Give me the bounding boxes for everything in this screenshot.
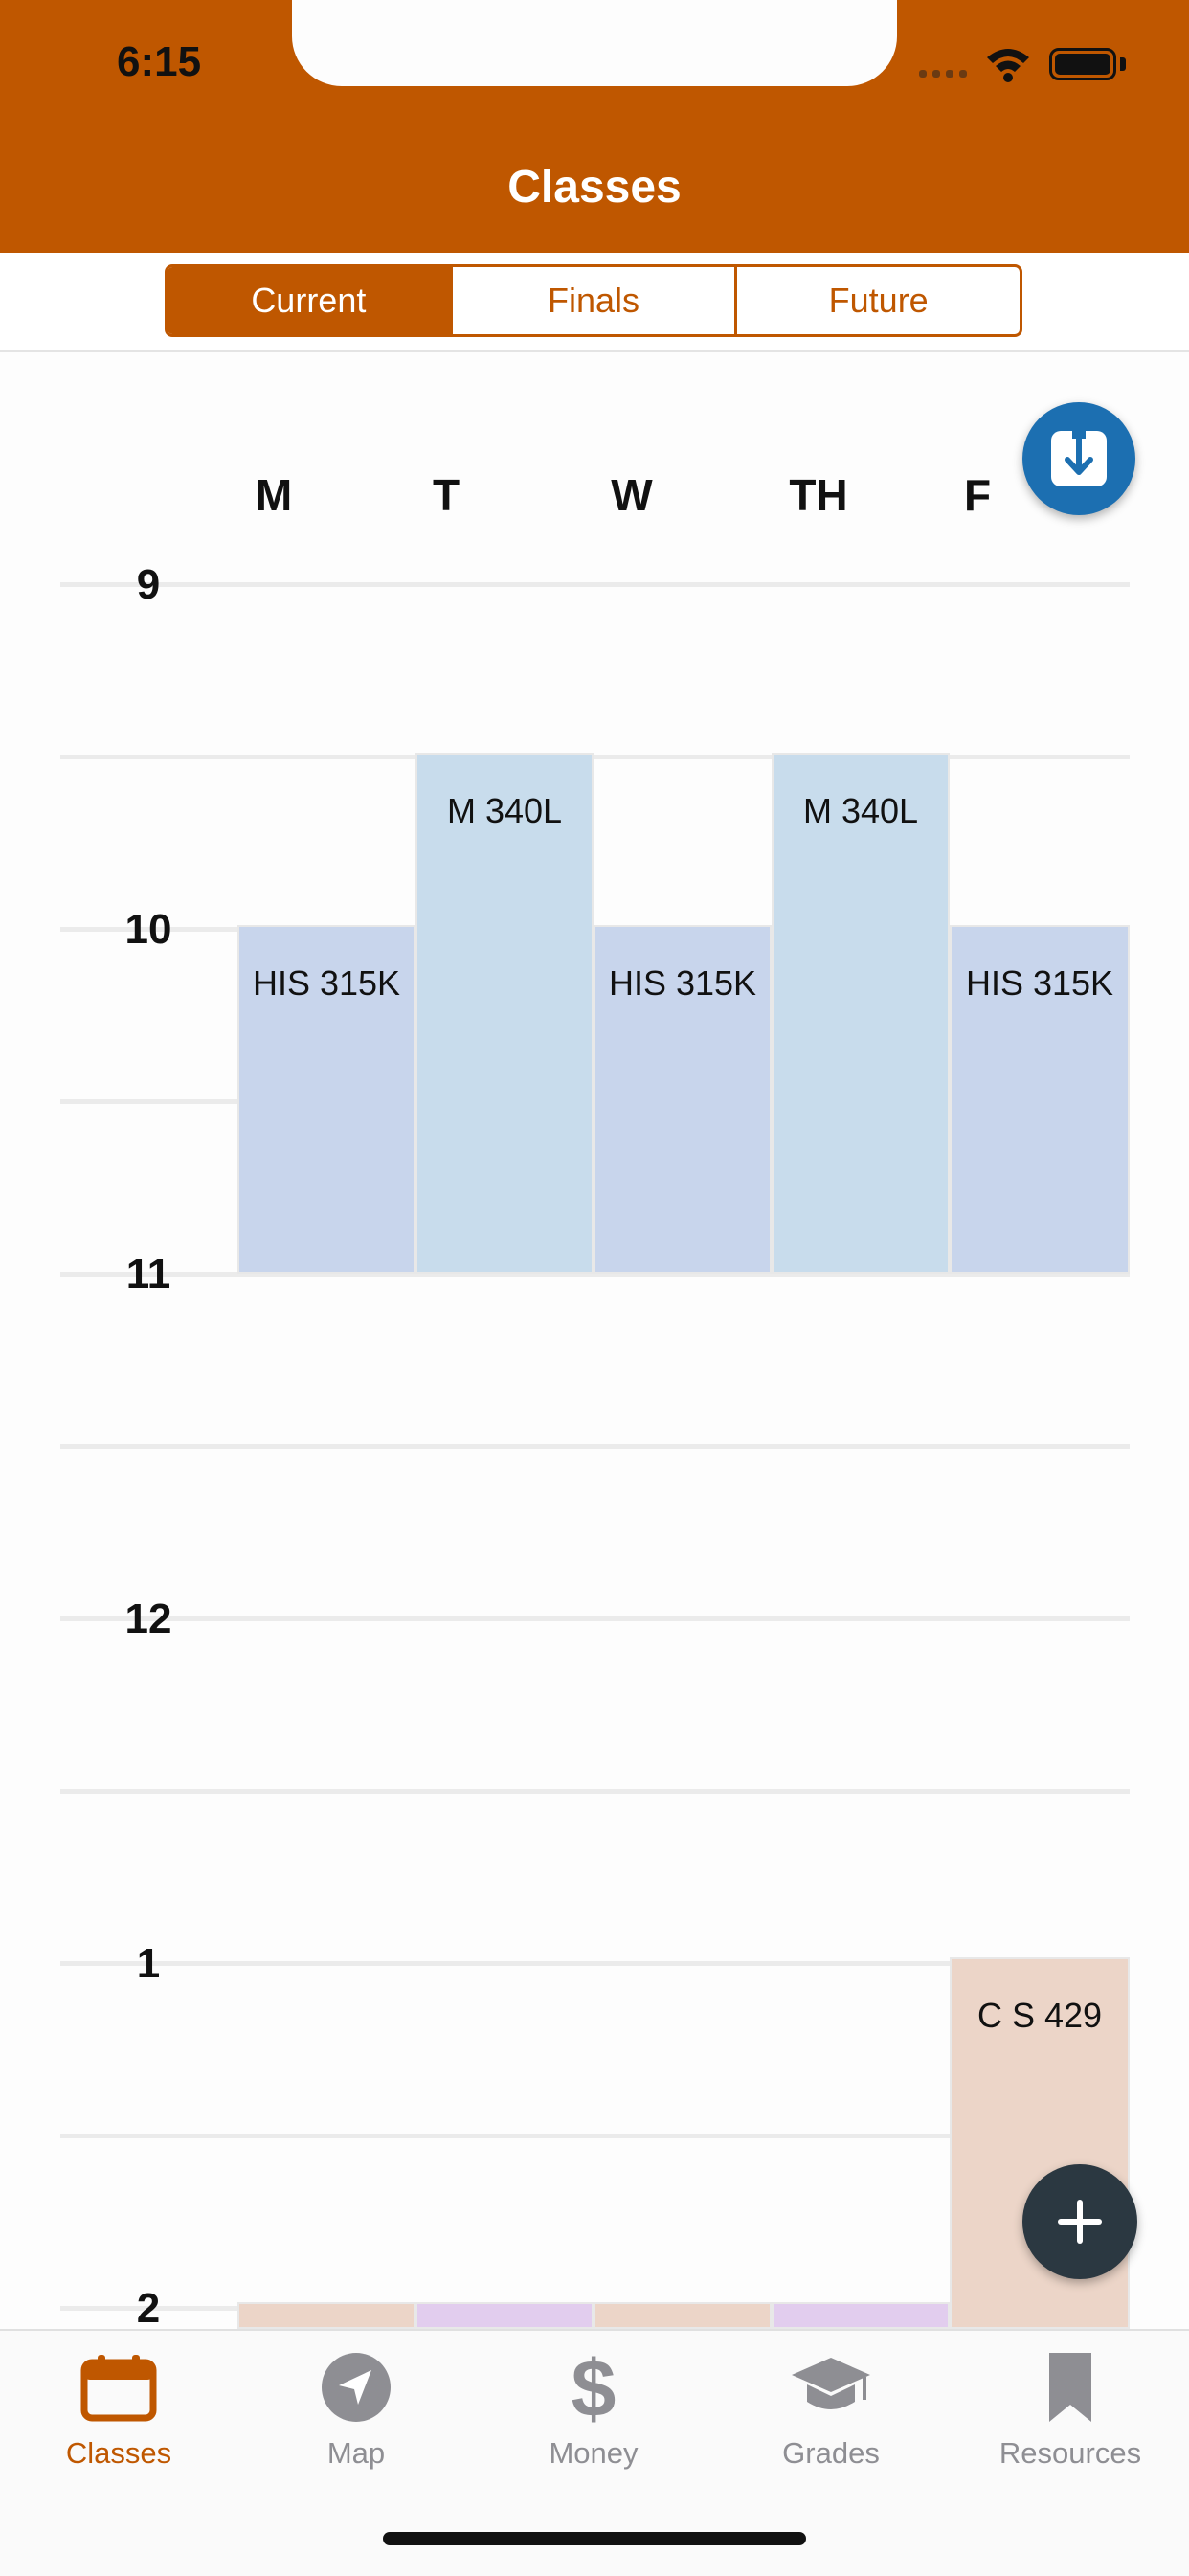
grid-line — [60, 1616, 1130, 1621]
class-block-partial[interactable] — [237, 2302, 415, 2329]
grid-line — [60, 2134, 1130, 2138]
day-header: T — [432, 470, 460, 520]
download-icon — [1051, 423, 1107, 486]
tab-label: Money — [549, 2436, 639, 2470]
page-title: Classes — [507, 162, 682, 213]
status-time: 6:15 — [117, 38, 202, 85]
hour-label: 11 — [125, 1251, 171, 1298]
tab-money[interactable]: $ Money — [475, 2344, 712, 2471]
class-block-m-340l-th[interactable]: M 340L — [772, 753, 950, 1274]
hour-label: 10 — [124, 906, 172, 953]
tab-label: Map — [326, 2436, 386, 2470]
tab-classes[interactable]: Classes — [0, 2344, 237, 2471]
graduation-cap-icon — [792, 2358, 870, 2409]
grid-line — [60, 1789, 1130, 1794]
class-block-partial[interactable] — [594, 2302, 772, 2329]
tab-map[interactable]: Map — [237, 2344, 475, 2471]
class-block-partial[interactable] — [415, 2302, 594, 2329]
hour-label: 9 — [136, 561, 161, 608]
hour-label: 1 — [136, 1940, 161, 1987]
day-header: F — [963, 470, 992, 520]
add-class-button[interactable] — [1022, 2164, 1137, 2279]
calendar-icon — [80, 2355, 157, 2422]
battery-icon — [1049, 48, 1116, 80]
tab-grades[interactable]: Grades — [712, 2344, 950, 2471]
wifi-icon — [987, 49, 1029, 82]
hour-label: 12 — [124, 1595, 172, 1642]
grid-line — [60, 582, 1130, 587]
segment-future[interactable]: Future — [828, 281, 929, 320]
grid-line — [60, 1272, 1130, 1277]
tab-resources[interactable]: Resources — [952, 2344, 1189, 2471]
hour-label: 2 — [136, 2285, 161, 2332]
class-block-m-340l-t[interactable]: M 340L — [415, 753, 594, 1274]
home-indicator[interactable] — [383, 2532, 806, 2545]
segment-current[interactable]: Current — [168, 267, 453, 334]
class-block-partial[interactable] — [772, 2302, 950, 2329]
class-block-his-315k-m[interactable]: HIS 315K — [237, 925, 415, 1274]
class-block-his-315k-w[interactable]: HIS 315K — [594, 925, 772, 1274]
battery-tip — [1120, 57, 1126, 71]
schedule-segmented-control: Current Finals Future — [165, 264, 1022, 337]
grid-line — [60, 1961, 1130, 1966]
tab-label: Classes — [65, 2436, 172, 2470]
download-button[interactable] — [1022, 402, 1135, 515]
navigation-arrow-icon — [322, 2353, 391, 2422]
grid-line — [60, 755, 1130, 759]
day-header: M — [255, 470, 293, 520]
tab-label: Grades — [782, 2436, 880, 2470]
plus-icon — [1058, 2200, 1102, 2244]
grid-line — [60, 1444, 1130, 1449]
dollar-icon: $ — [572, 2347, 617, 2428]
device-notch — [292, 0, 897, 86]
tab-label: Resources — [998, 2436, 1142, 2470]
bookmark-icon — [1049, 2353, 1091, 2422]
day-header: TH — [789, 470, 848, 520]
day-header: W — [611, 470, 653, 520]
segment-finals[interactable]: Finals — [453, 267, 738, 334]
class-block-his-315k-f[interactable]: HIS 315K — [950, 925, 1130, 1274]
svg-text:$: $ — [572, 2347, 617, 2428]
cellular-signal-icon — [919, 65, 973, 82]
